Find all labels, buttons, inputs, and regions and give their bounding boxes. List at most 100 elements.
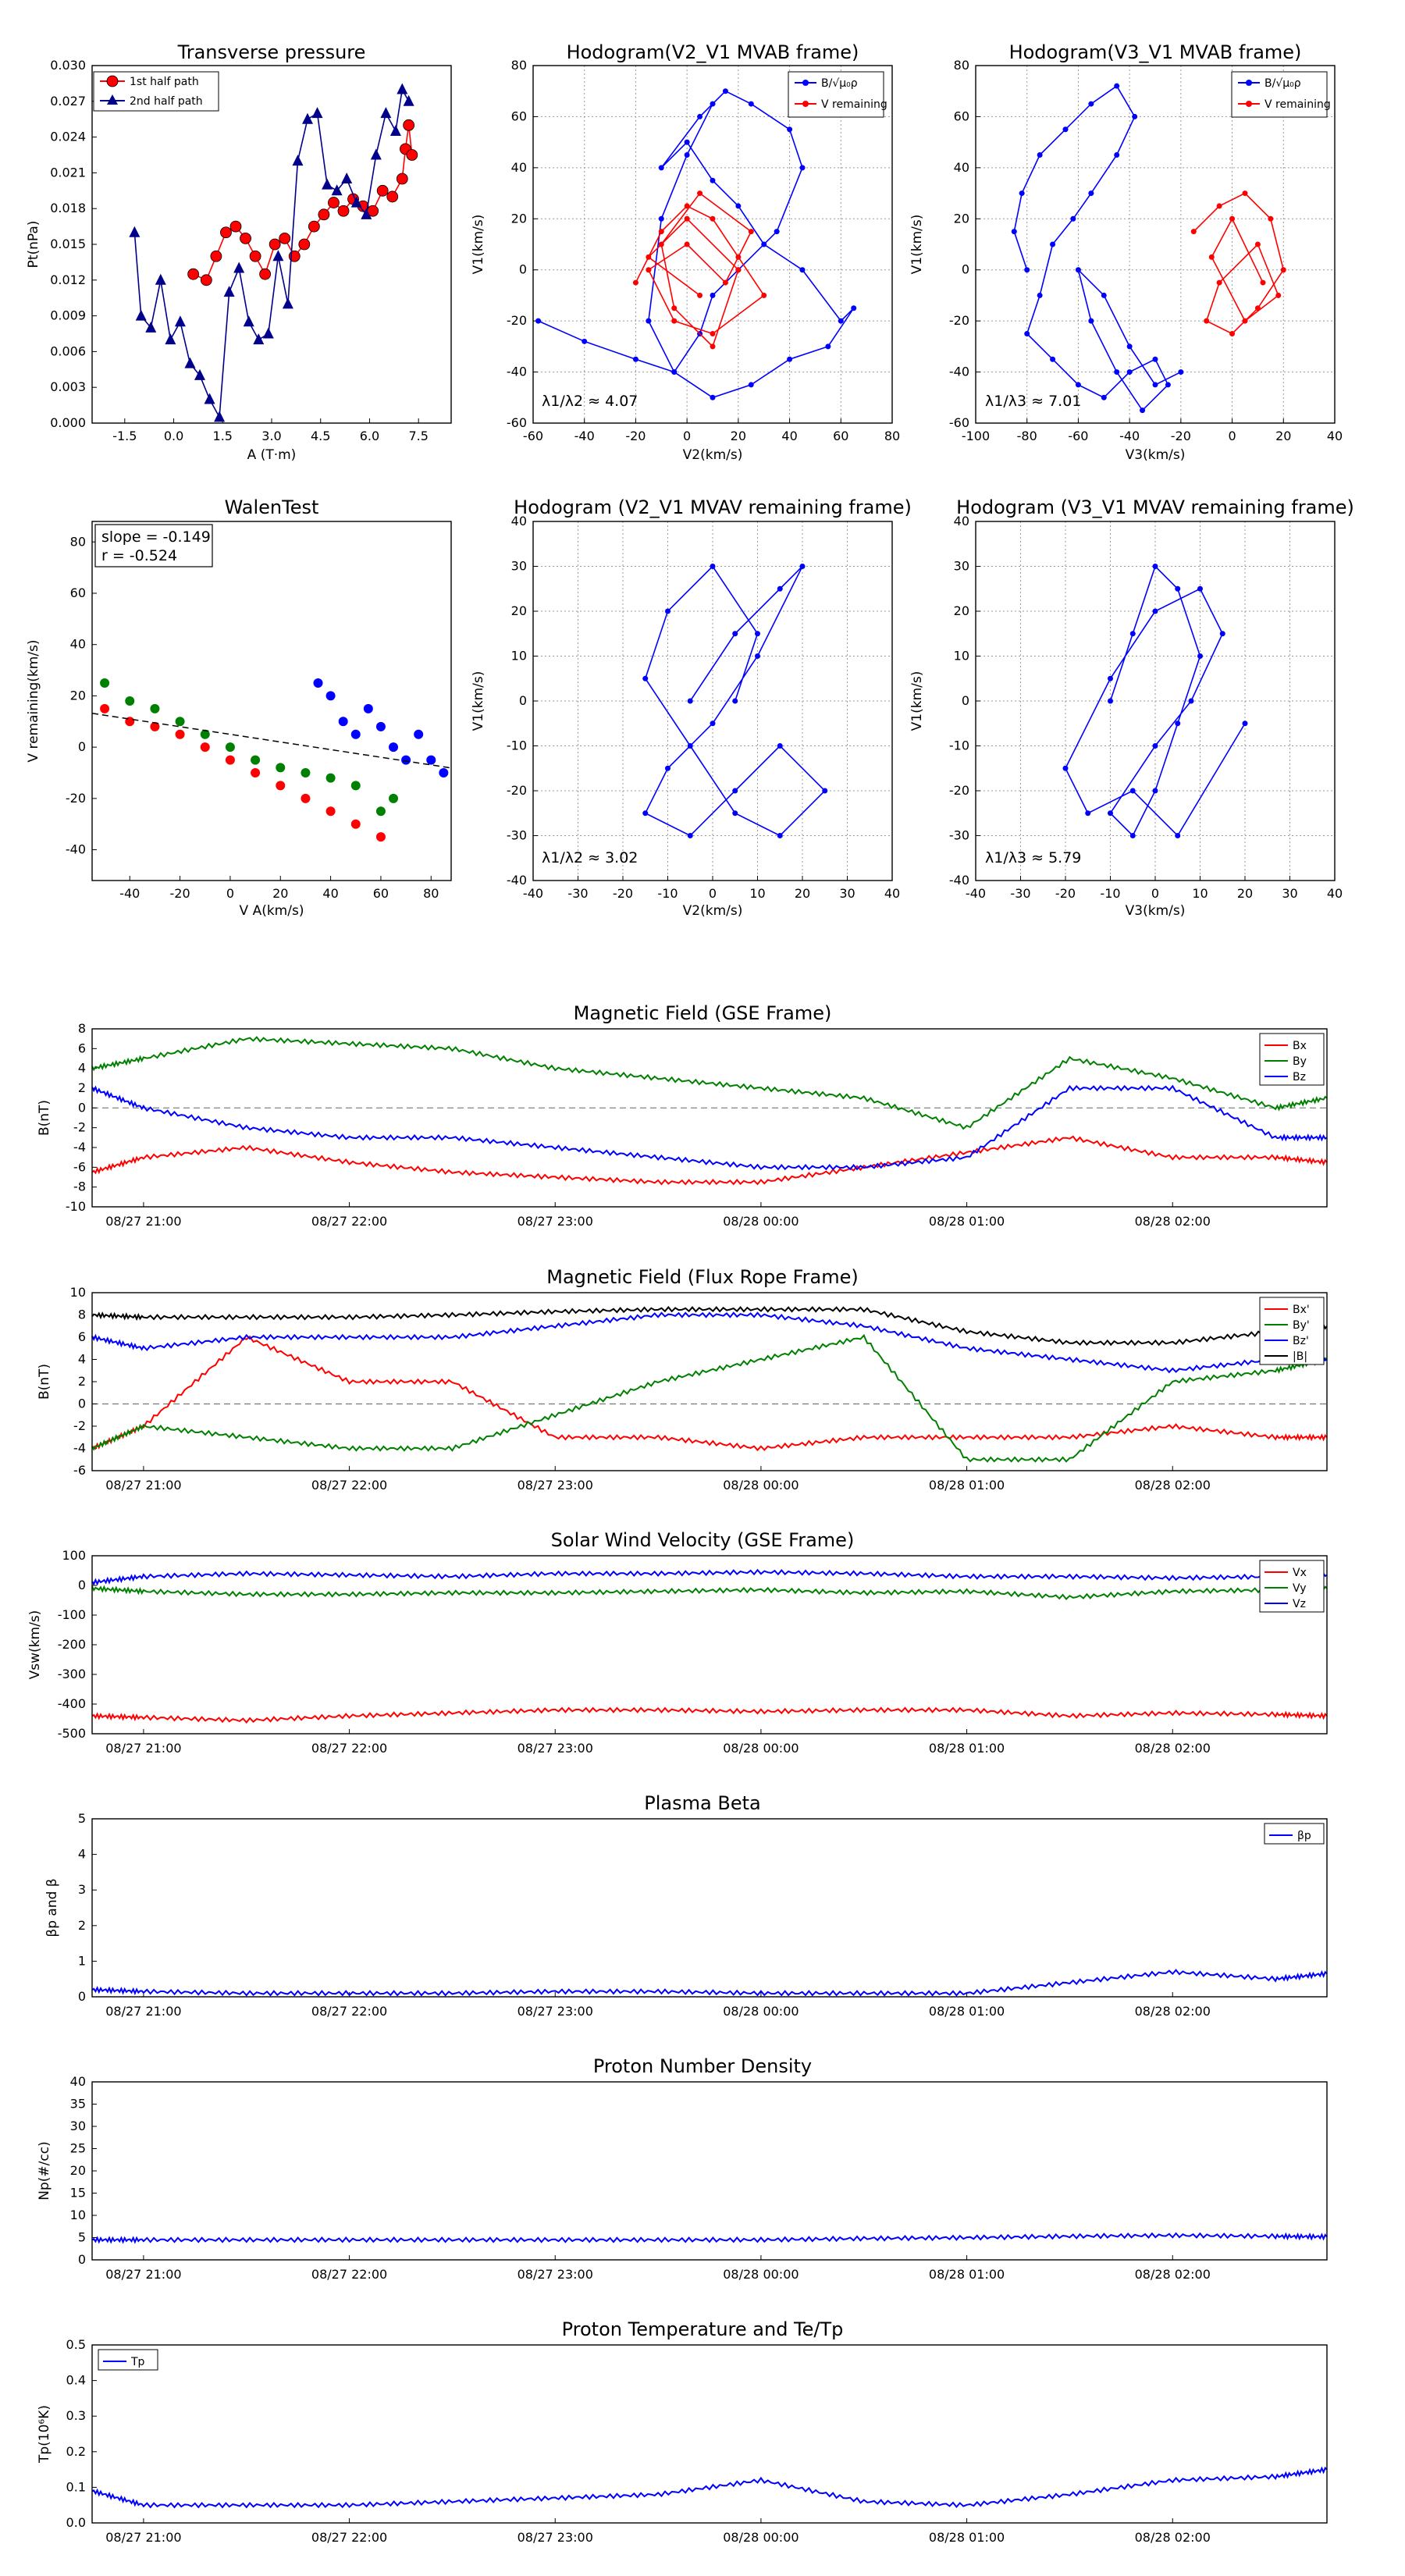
walen-slope: slope = -0.149 — [101, 528, 211, 546]
panel-hodogram-v2-v1-remaining: Hodogram (V2_V1 MVAV remaining frame) -4… — [471, 496, 912, 919]
beta-legend-label-1: βp — [1297, 1830, 1311, 1842]
h31-point — [1268, 215, 1274, 222]
tp-series-line-1 — [193, 125, 413, 281]
bgse-ytick-label: 8 — [78, 1021, 86, 1036]
h21-legend-marker-1 — [802, 80, 809, 86]
h31-xtick-label: -40 — [1119, 429, 1140, 443]
bgse-ytick-label: -10 — [66, 1199, 86, 1214]
h21r-xtick-label: -10 — [657, 886, 678, 901]
bfr-xtick-label: 08/27 23:00 — [518, 1478, 593, 1493]
tp-point — [311, 107, 323, 119]
bfr-ytick-label: 4 — [78, 1352, 86, 1367]
h31-point — [1242, 318, 1248, 324]
h31-legend-label-1: B/√μ₀ρ — [1264, 77, 1301, 90]
beta-ytick-label: 2 — [78, 1918, 86, 1933]
beta-xtick-label: 08/28 02:00 — [1135, 2004, 1211, 2019]
beta-ytick-label: 0 — [78, 1989, 86, 2004]
h21r-ytick-label: 20 — [511, 603, 527, 618]
walen-ytick-label: 60 — [70, 585, 86, 600]
h31r-ytick-label: 10 — [954, 649, 969, 664]
h21r-point — [642, 675, 649, 681]
bfr-ytick-label: 2 — [78, 1374, 86, 1389]
np-ytick-label: 25 — [70, 2141, 86, 2156]
tp-xtick-label: 7.5 — [408, 429, 428, 443]
vsw-legend-label-1: Vx — [1293, 1567, 1307, 1579]
tp-xlabel: A (T·m) — [247, 447, 297, 463]
h31-ytick-label: 0 — [962, 262, 969, 277]
h21-xtick-label: -40 — [574, 429, 595, 443]
tp-title: Transverse pressure — [177, 41, 366, 63]
h31-legend-box — [1231, 71, 1328, 118]
h21-point — [535, 318, 542, 324]
h31-point — [1152, 382, 1158, 388]
h31-legend-label-2: V remaining — [1264, 98, 1331, 111]
tp-point — [370, 148, 382, 160]
panel-magnetic-field-gse: Magnetic Field (GSE Frame) B(nT) -10 -8 -6… — [37, 1002, 1328, 1229]
h31-point — [1126, 369, 1133, 375]
h31-point — [1070, 215, 1076, 222]
tp-point — [240, 232, 251, 244]
walen-point — [200, 742, 210, 753]
h31-xtick-label: 20 — [1275, 429, 1291, 443]
bfr-xtick-label: 08/27 21:00 — [105, 1478, 181, 1493]
tp-point — [318, 208, 330, 221]
tp-point — [145, 321, 157, 333]
h31r-eigen-ratio: λ1/λ3 ≈ 5.79 — [985, 849, 1081, 866]
tp-point — [262, 327, 274, 339]
tp-xtick-label: 0.0 — [164, 429, 183, 443]
tpt-xtick-label: 08/27 21:00 — [105, 2530, 181, 2545]
np-ytick-label: 30 — [70, 2119, 86, 2133]
bfr-series-line-4 — [91, 1306, 1328, 1347]
vsw-xtick-label: 08/28 00:00 — [723, 1741, 799, 1756]
walen-point — [375, 721, 386, 731]
h21-point — [825, 343, 831, 350]
h31r-xtick-label: -20 — [1055, 886, 1076, 901]
tp-point — [223, 286, 235, 297]
h21-series-line-2 — [635, 192, 765, 348]
bfr-ytick-label: 8 — [78, 1308, 86, 1322]
h21-legend-marker-2 — [802, 101, 809, 107]
h21-ytick-label: -40 — [507, 365, 527, 379]
tp-point — [174, 315, 186, 327]
walen-xtick-label: -20 — [170, 886, 190, 901]
h21-point — [658, 165, 664, 171]
bgse-axes-frame — [91, 1028, 1328, 1208]
tp-ytick-label: 0.018 — [50, 201, 86, 215]
h21-point — [684, 139, 690, 145]
walen-point — [325, 773, 336, 783]
beta-title: Plasma Beta — [644, 1792, 760, 1814]
h21r-title: Hodogram (V2_V1 MVAV remaining frame) — [514, 496, 912, 518]
h31-point — [1208, 254, 1215, 260]
h21-legend-label-2: V remaining — [821, 98, 887, 111]
bgse-series-line-2 — [91, 1036, 1328, 1130]
h31-eigen-ratio: λ1/λ3 ≈ 7.01 — [985, 393, 1081, 410]
h31-ylabel: V1(km/s) — [909, 215, 925, 275]
vsw-ytick-label: -500 — [58, 1726, 86, 1741]
beta-xtick-label: 08/27 21:00 — [105, 2004, 181, 2019]
bfr-axes-frame — [91, 1292, 1328, 1471]
h31-point — [1229, 331, 1236, 336]
beta-series-line-1 — [91, 1969, 1328, 1997]
h21-point — [697, 113, 703, 119]
tp-point — [396, 173, 408, 185]
h21-point — [710, 343, 716, 350]
h21-point — [774, 229, 780, 235]
walen-xtick-label: 80 — [423, 886, 439, 901]
walen-point — [301, 768, 311, 777]
tp-point — [298, 238, 311, 251]
h31-ytick-label: 80 — [954, 58, 969, 73]
h21r-point — [687, 833, 693, 838]
tp-point — [282, 297, 293, 309]
np-xtick-label: 08/28 01:00 — [929, 2267, 1005, 2282]
tpt-ytick-label: 0.1 — [66, 2479, 86, 2494]
h31-point — [1101, 394, 1107, 400]
tp-point — [253, 333, 265, 345]
h21r-ytick-label: -40 — [507, 873, 527, 888]
h21-point — [710, 394, 716, 400]
h31-point — [1062, 126, 1069, 133]
h21-series-line-1 — [538, 90, 855, 399]
h21-xtick-label: 60 — [833, 429, 848, 443]
bfr-legend-label-3: Bz' — [1293, 1335, 1309, 1347]
bfr-ytick-label: -4 — [73, 1441, 86, 1456]
h31r-xtick-label: 10 — [1192, 886, 1208, 901]
